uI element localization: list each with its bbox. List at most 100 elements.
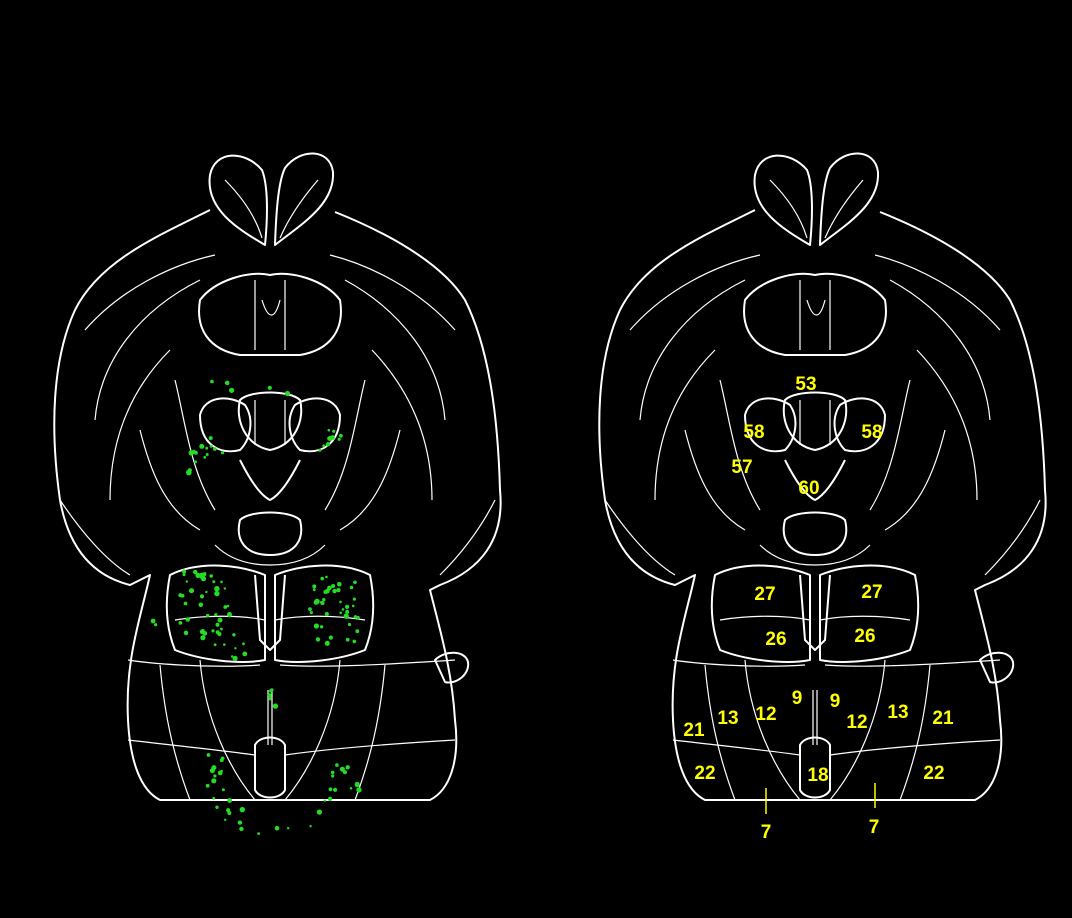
- labelled-cell-dot: [185, 617, 190, 622]
- labelled-cell-dot: [327, 436, 331, 441]
- labelled-cell-dot: [182, 573, 186, 577]
- labelled-cell-dot: [325, 575, 328, 579]
- labelled-cell-dot: [227, 798, 233, 803]
- labelled-cell-dot: [239, 826, 244, 832]
- region-label-13-left: 13: [717, 708, 738, 729]
- labelled-cell-dot: [349, 787, 353, 790]
- labelled-cell-dot: [339, 611, 343, 615]
- labelled-cell-dot: [199, 572, 205, 579]
- labelled-cell-dot: [224, 818, 227, 821]
- labelled-cell-dot: [220, 627, 223, 631]
- labelled-cell-dot: [194, 460, 197, 464]
- labelled-cell-dot: [205, 613, 210, 618]
- labelled-cell-dot: [199, 629, 205, 635]
- labelled-cell-dot: [199, 443, 205, 449]
- labelled-cell-dot: [200, 635, 206, 641]
- region-label-12-left: 12: [755, 704, 776, 725]
- labelled-cell-dot: [183, 601, 188, 606]
- labelled-cell-dot: [227, 811, 232, 815]
- labelled-cell-dot: [327, 428, 331, 432]
- labelled-cell-dots: [150, 379, 362, 835]
- labelled-cell-dot: [223, 605, 228, 609]
- labelled-cell-dot: [242, 642, 245, 646]
- labelled-cell-dot: [347, 622, 352, 627]
- labelled-cell-dot: [332, 429, 336, 433]
- region-labels: 53 58 58 57 60 27 27 26 26 9 9 12 12 13 …: [683, 374, 954, 843]
- labelled-cell-dot: [349, 585, 354, 590]
- labelled-cell-dot: [354, 781, 360, 788]
- labelled-cell-dot: [308, 607, 312, 611]
- labelled-cell-dot: [228, 614, 231, 618]
- labelled-cell-dot: [324, 611, 329, 617]
- labelled-cell-dot: [324, 640, 330, 646]
- labelled-cell-dot: [214, 613, 218, 617]
- labelled-cell-dot: [195, 572, 201, 579]
- labelled-cell-dot: [337, 437, 341, 441]
- region-label-7-right: 7: [869, 817, 880, 838]
- labelled-cell-dot: [191, 449, 196, 454]
- region-label-27-right: 27: [861, 582, 882, 603]
- labelled-cell-dot: [198, 602, 204, 608]
- labelled-cell-dot: [328, 787, 333, 792]
- labelled-cell-dot: [193, 569, 198, 575]
- labelled-cell-dot: [343, 613, 349, 619]
- labelled-cell-dot: [224, 380, 230, 386]
- labelled-cell-dot: [209, 574, 213, 578]
- labelled-cell-dot: [309, 825, 312, 828]
- labelled-cell-dot: [320, 576, 325, 581]
- labelled-cell-dot: [182, 569, 187, 574]
- labelled-cell-dot: [318, 448, 322, 452]
- region-label-58-left: 58: [743, 422, 764, 443]
- region-label-53: 53: [795, 374, 816, 395]
- labelled-cell-dot: [345, 765, 350, 770]
- labelled-cell-dot: [221, 788, 225, 792]
- labelled-cell-dot: [226, 604, 230, 608]
- labelled-cell-dot: [211, 765, 217, 771]
- labelled-cell-dot: [337, 581, 342, 587]
- labelled-cell-dot: [205, 453, 209, 456]
- labelled-cell-dot: [205, 590, 208, 594]
- region-label-26-left: 26: [765, 629, 786, 650]
- region-label-22-left: 22: [694, 763, 715, 784]
- region-label-13-right: 13: [887, 702, 908, 723]
- right-brain-section: [598, 152, 1047, 801]
- labelled-cell-dot: [328, 635, 333, 640]
- region-label-22-right: 22: [923, 763, 944, 784]
- labelled-cell-dot: [319, 601, 323, 604]
- region-label-57: 57: [731, 457, 752, 478]
- labelled-cell-dot: [339, 766, 345, 772]
- labelled-cell-dot: [211, 629, 215, 633]
- labelled-cell-dot: [178, 621, 183, 625]
- labelled-cell-dot: [314, 598, 320, 605]
- labelled-cell-dot: [351, 604, 355, 608]
- labelled-cell-dot: [331, 584, 336, 588]
- labelled-cell-dot: [212, 580, 216, 584]
- labelled-cell-dot: [345, 604, 350, 610]
- labelled-cell-dot: [215, 630, 220, 635]
- labelled-cell-dot: [214, 590, 220, 597]
- region-label-58-right: 58: [861, 422, 882, 443]
- labelled-cell-dot: [208, 436, 213, 441]
- labelled-cell-dot: [209, 444, 213, 448]
- labelled-cell-dot: [229, 387, 235, 393]
- labelled-cell-dot: [214, 586, 220, 592]
- region-label-12-right: 12: [846, 712, 867, 733]
- labelled-cell-dot: [341, 608, 345, 611]
- labelled-cell-dot: [325, 442, 331, 447]
- region-label-7-left: 7: [761, 822, 772, 843]
- labelled-cell-dot: [267, 693, 272, 698]
- labelled-cell-dot: [205, 783, 210, 788]
- labelled-cell-dot: [220, 756, 225, 761]
- labelled-cell-dot: [215, 805, 219, 809]
- labelled-cell-dot: [242, 651, 248, 657]
- labelled-cell-dot: [232, 655, 238, 662]
- labelled-cell-dot: [232, 633, 236, 637]
- labelled-cell-dot: [205, 446, 209, 450]
- labelled-cell-dot: [335, 763, 339, 767]
- labelled-cell-dot: [217, 617, 223, 623]
- labelled-cell-dot: [183, 630, 189, 636]
- labelled-cell-dot: [322, 444, 326, 448]
- labelled-cell-dot: [237, 820, 243, 825]
- labelled-cell-dot: [330, 770, 335, 775]
